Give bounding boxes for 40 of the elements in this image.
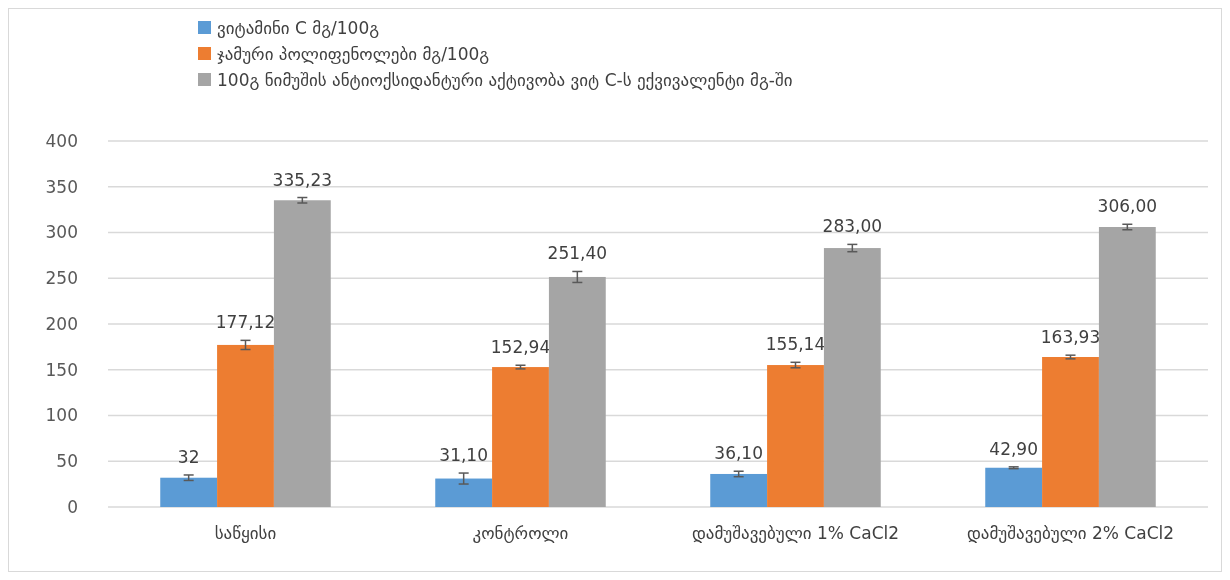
data-label: 251,40: [547, 243, 608, 264]
data-label: 283,00: [822, 216, 883, 237]
bar: [160, 477, 218, 507]
x-tick-label: საწყისი: [214, 523, 277, 543]
y-tick-label: 150: [45, 359, 78, 380]
y-tick-label: 300: [45, 222, 78, 243]
legend-label: 100გ ნიმუშის ანტიოქსიდანტური აქტივობა ვიტ C-ს ექვივალენტი მგ-ში: [217, 69, 793, 90]
data-label: 335,23: [272, 169, 333, 190]
legend-label: ჯამური პოლიფენოლები მგ/100გ: [217, 43, 490, 64]
bar: [548, 276, 606, 507]
data-label: 152,94: [490, 337, 551, 358]
bar: [823, 248, 881, 507]
bar: [435, 478, 493, 507]
y-tick-label: 0: [67, 496, 78, 517]
y-tick-label: 350: [45, 176, 78, 197]
data-label: 306,00: [1097, 196, 1158, 217]
x-tick-label: კონტროლი: [472, 523, 569, 543]
bar: [1098, 227, 1156, 507]
bar: [1042, 357, 1099, 507]
bar: [710, 473, 768, 507]
bar: [217, 344, 274, 507]
data-label: 42,90: [989, 438, 1038, 459]
y-tick-label: 250: [45, 268, 78, 289]
bar: [985, 467, 1043, 507]
legend-label: ვიტამინი C მგ/100გ: [217, 17, 380, 38]
x-tick-label: დამუშავებული 2% CaCl2: [966, 523, 1175, 543]
data-label: 155,14: [765, 334, 826, 355]
bar: [767, 365, 824, 507]
bar: [273, 200, 331, 507]
y-tick-label: 200: [45, 313, 78, 334]
x-tick-label: დამუშავებული 1% CaCl2: [691, 523, 900, 543]
data-label: 32: [177, 446, 200, 467]
data-label: 163,93: [1040, 327, 1101, 348]
data-label: 36,10: [714, 443, 763, 464]
y-tick-label: 400: [45, 130, 78, 151]
y-tick-label: 100: [45, 405, 78, 426]
bar: [492, 367, 549, 507]
y-tick-label: 50: [56, 451, 78, 472]
data-label: 31,10: [439, 445, 488, 466]
data-label: 177,12: [215, 312, 276, 333]
